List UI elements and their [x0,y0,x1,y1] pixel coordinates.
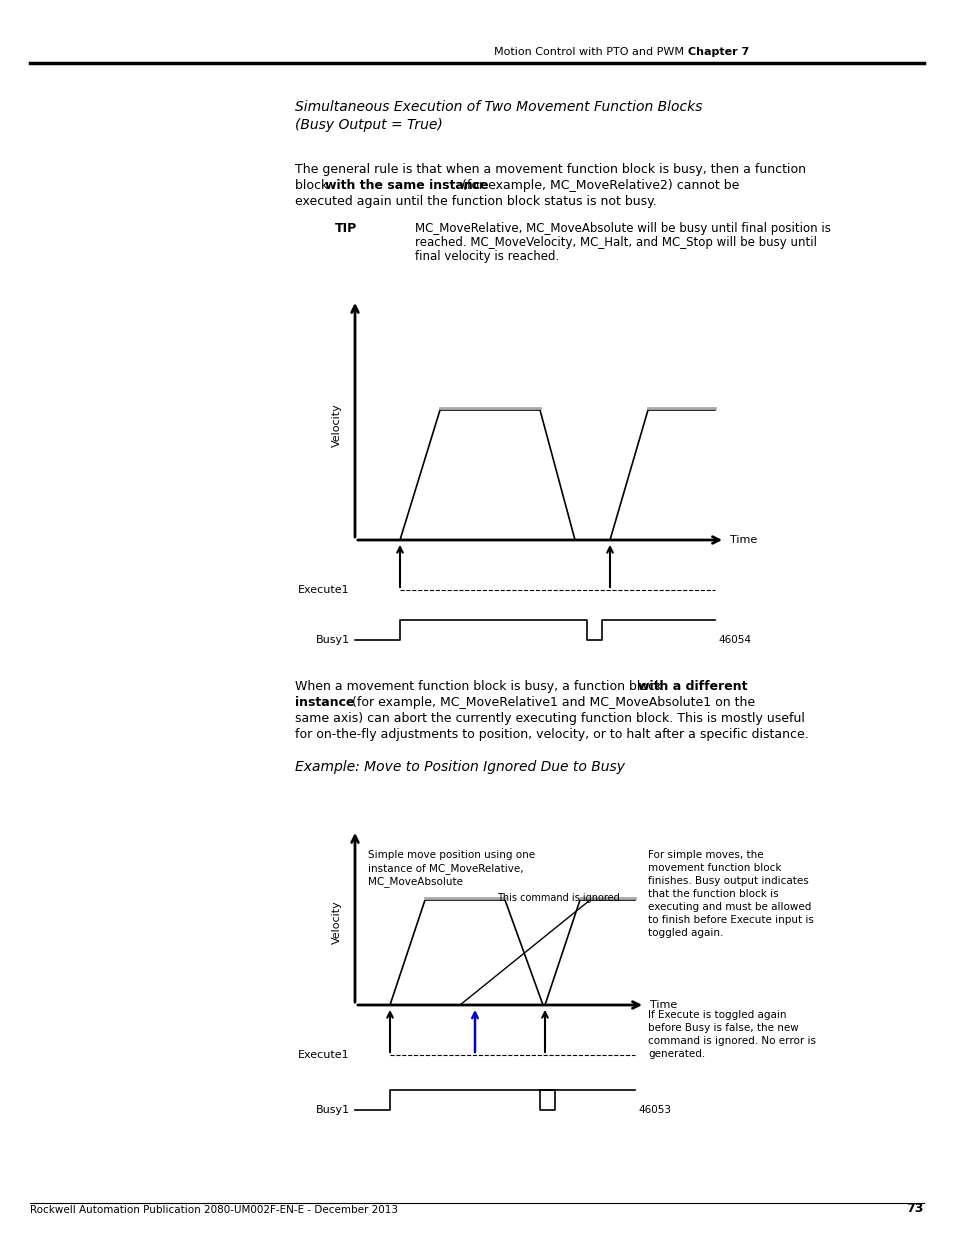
Text: toggled again.: toggled again. [647,927,722,939]
Text: (for example, MC_MoveRelative2) cannot be: (for example, MC_MoveRelative2) cannot b… [457,179,739,191]
Text: Busy1: Busy1 [315,1105,350,1115]
Text: Time: Time [649,1000,677,1010]
Text: Busy1: Busy1 [315,635,350,645]
Text: This command is ignored: This command is ignored [497,893,619,903]
Text: with a different: with a different [638,680,747,693]
Text: Motion Control with PTO and PWM: Motion Control with PTO and PWM [494,47,687,57]
Text: MC_MoveAbsolute: MC_MoveAbsolute [368,876,462,887]
Text: generated.: generated. [647,1049,704,1058]
Text: to finish before Execute input is: to finish before Execute input is [647,915,813,925]
Text: executed again until the function block status is not busy.: executed again until the function block … [294,195,656,207]
Text: for on-the-fly adjustments to position, velocity, or to halt after a specific di: for on-the-fly adjustments to position, … [294,727,808,741]
Text: The general rule is that when a movement function block is busy, then a function: The general rule is that when a movement… [294,163,805,177]
Text: executing and must be allowed: executing and must be allowed [647,902,810,911]
Text: Velocity: Velocity [332,900,341,945]
Text: 73: 73 [905,1202,923,1215]
Text: final velocity is reached.: final velocity is reached. [415,249,558,263]
Text: Chapter 7: Chapter 7 [687,47,748,57]
Text: When a movement function block is busy, a function block: When a movement function block is busy, … [294,680,665,693]
Text: before Busy is false, the new: before Busy is false, the new [647,1023,798,1032]
Text: same axis) can abort the currently executing function block. This is mostly usef: same axis) can abort the currently execu… [294,713,804,725]
Text: instance of MC_MoveRelative,: instance of MC_MoveRelative, [368,863,523,874]
Text: Rockwell Automation Publication 2080-UM002F-EN-E - December 2013: Rockwell Automation Publication 2080-UM0… [30,1205,397,1215]
Text: If Execute is toggled again: If Execute is toggled again [647,1010,785,1020]
Text: that the function block is: that the function block is [647,889,778,899]
Text: block: block [294,179,332,191]
Text: movement function block: movement function block [647,863,781,873]
Text: For simple moves, the: For simple moves, the [647,850,762,860]
Text: finishes. Busy output indicates: finishes. Busy output indicates [647,876,808,885]
Text: Time: Time [729,535,757,545]
Text: Simple move position using one: Simple move position using one [368,850,535,860]
Text: 46054: 46054 [718,635,750,645]
Text: reached. MC_MoveVelocity, MC_Halt, and MC_Stop will be busy until: reached. MC_MoveVelocity, MC_Halt, and M… [415,236,816,249]
Text: Execute1: Execute1 [298,585,350,595]
Text: instance: instance [294,697,355,709]
Text: with the same instance: with the same instance [325,179,488,191]
Text: Velocity: Velocity [332,403,341,447]
Text: MC_MoveRelative, MC_MoveAbsolute will be busy until final position is: MC_MoveRelative, MC_MoveAbsolute will be… [415,222,830,235]
Text: (for example, MC_MoveRelative1 and MC_MoveAbsolute1 on the: (for example, MC_MoveRelative1 and MC_Mo… [348,697,755,709]
Text: Simultaneous Execution of Two Movement Function Blocks: Simultaneous Execution of Two Movement F… [294,100,701,114]
Text: 46053: 46053 [638,1105,670,1115]
Text: Example: Move to Position Ignored Due to Busy: Example: Move to Position Ignored Due to… [294,760,624,774]
Text: command is ignored. No error is: command is ignored. No error is [647,1036,815,1046]
Text: TIP: TIP [335,222,356,235]
Text: (Busy Output = True): (Busy Output = True) [294,119,442,132]
Text: Execute1: Execute1 [298,1050,350,1060]
